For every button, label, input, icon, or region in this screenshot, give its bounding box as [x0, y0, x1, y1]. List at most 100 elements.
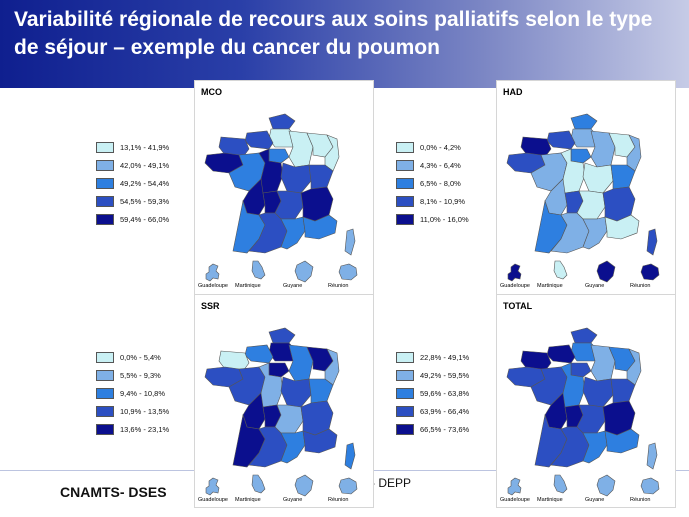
reunion-island	[640, 477, 660, 495]
legend-range-label: 49,2% - 54,4%	[120, 178, 170, 188]
region-bou	[582, 376, 614, 408]
region-lr	[280, 216, 306, 250]
overseas-label: Guyane	[283, 497, 303, 503]
legend-swatch	[396, 369, 414, 381]
legend-swatch	[96, 387, 114, 399]
legend-range-label: 4,3% - 6,4%	[420, 160, 461, 170]
title-banner: Variabilité régionale de recours aux soi…	[0, 0, 689, 88]
legend-swatch	[396, 159, 414, 171]
legend-range-label: 9,4% - 10,8%	[120, 388, 166, 398]
region-cor	[646, 442, 658, 470]
reunion-island	[640, 263, 660, 281]
legend-swatch	[396, 405, 414, 417]
overseas-label: Martinique	[235, 283, 261, 289]
legend-mco: 13,1% - 41,9% 42,0% - 49,1% 49,2% - 54,4% 5…	[96, 138, 169, 228]
region-idf	[268, 362, 290, 378]
legend-entry: 6,5% - 8,0%	[396, 174, 469, 192]
guadeloupe-island	[205, 263, 220, 282]
overseas-label: Guyane	[283, 283, 303, 289]
overseas-label: Martinique	[235, 497, 261, 503]
legend-range-label: 0,0% - 5,4%	[120, 352, 161, 362]
legend-entry: 49,2% - 54,4%	[96, 174, 169, 192]
overseas-label: Réunion	[328, 283, 349, 289]
legend-swatch	[96, 369, 114, 381]
legend-entry: 63,9% - 66,4%	[396, 402, 469, 420]
map-panel-total: TOTAL Guadeloupe Martinique Guyane Réunion	[496, 294, 676, 508]
legend-range-label: 66,5% - 73,6%	[420, 424, 470, 434]
region-auv	[274, 404, 304, 434]
overseas-label: Guyane	[585, 283, 605, 289]
region-bou	[280, 162, 312, 194]
footer-organization: CNAMTS- DSES	[60, 484, 167, 500]
legend-swatch	[396, 141, 414, 153]
legend-range-label: 59,6% - 63,8%	[420, 388, 470, 398]
choropleth-map-mco	[204, 113, 358, 283]
legend-range-label: 5,5% - 9,3%	[120, 370, 161, 380]
region-fc	[308, 164, 334, 190]
region-cor	[344, 442, 356, 470]
choropleth-map-ssr	[204, 327, 358, 497]
legend-swatch	[96, 159, 114, 171]
region-cor	[646, 228, 658, 256]
legend-range-label: 13,1% - 41,9%	[120, 142, 170, 152]
region-idf	[570, 148, 592, 164]
region-bou	[582, 162, 614, 194]
footer-source: - DEPP	[371, 476, 412, 490]
region-cor	[344, 228, 356, 256]
martinique-island	[553, 260, 568, 280]
legend-entry: 0,0% - 5,4%	[96, 348, 169, 366]
guyane-island	[294, 260, 314, 283]
region-auv	[274, 190, 304, 220]
region-npdc	[570, 113, 598, 130]
legend-swatch	[396, 351, 414, 363]
legend-entry: 59,4% - 66,0%	[96, 210, 169, 228]
region-fc	[308, 378, 334, 404]
martinique-island	[553, 474, 568, 494]
legend-range-label: 10,9% - 13,5%	[120, 406, 170, 416]
overseas-label: Réunion	[630, 497, 651, 503]
map-panel-ssr: SSR Guadeloupe Martinique Guyane Réunion	[194, 294, 374, 508]
overseas-label: Martinique	[537, 283, 563, 289]
legend-range-label: 22,8% - 49,1%	[420, 352, 470, 362]
legend-swatch	[396, 423, 414, 435]
legend-entry: 0,0% - 4,2%	[396, 138, 469, 156]
choropleth-map-total	[506, 327, 660, 497]
guyane-island	[294, 474, 314, 497]
region-bou	[280, 376, 312, 408]
legend-entry: 59,6% - 63,8%	[396, 384, 469, 402]
legend-range-label: 11,0% - 16,0%	[420, 214, 469, 224]
legend-swatch	[96, 423, 114, 435]
legend-entry: 66,5% - 73,6%	[396, 420, 469, 438]
region-paca	[604, 428, 640, 454]
region-paca	[302, 214, 338, 240]
legend-entry: 22,8% - 49,1%	[396, 348, 469, 366]
legend-swatch	[396, 387, 414, 399]
legend-swatch	[96, 213, 114, 225]
legend-swatch	[96, 177, 114, 189]
guadeloupe-island	[205, 477, 220, 496]
legend-entry: 54,5% - 59,3%	[96, 192, 169, 210]
map-label-mco: MCO	[201, 87, 222, 97]
legend-swatch	[96, 351, 114, 363]
overseas-label: Martinique	[537, 497, 563, 503]
region-npdc	[570, 327, 598, 344]
legend-swatch	[396, 195, 414, 207]
overseas-label: Réunion	[630, 283, 651, 289]
legend-entry: 9,4% - 10,8%	[96, 384, 169, 402]
legend-ssr: 0,0% - 5,4% 5,5% - 9,3% 9,4% - 10,8% 10,9% …	[96, 348, 169, 438]
overseas-label: Guadeloupe	[500, 497, 530, 503]
map-label-total: TOTAL	[503, 301, 533, 311]
legend-total: 22,8% - 49,1% 49,2% - 59,5% 59,6% - 63,8% 6…	[396, 348, 469, 438]
overseas-label: Guadeloupe	[500, 283, 530, 289]
legend-swatch	[396, 177, 414, 189]
legend-entry: 49,2% - 59,5%	[396, 366, 469, 384]
martinique-island	[251, 260, 266, 280]
region-hn	[546, 130, 576, 150]
map-label-ssr: SSR	[201, 301, 220, 311]
legend-entry: 10,9% - 13,5%	[96, 402, 169, 420]
legend-range-label: 59,4% - 66,0%	[120, 214, 170, 224]
region-npdc	[268, 113, 296, 130]
region-hn	[244, 130, 274, 150]
region-auv	[576, 190, 606, 220]
region-hn	[546, 344, 576, 364]
